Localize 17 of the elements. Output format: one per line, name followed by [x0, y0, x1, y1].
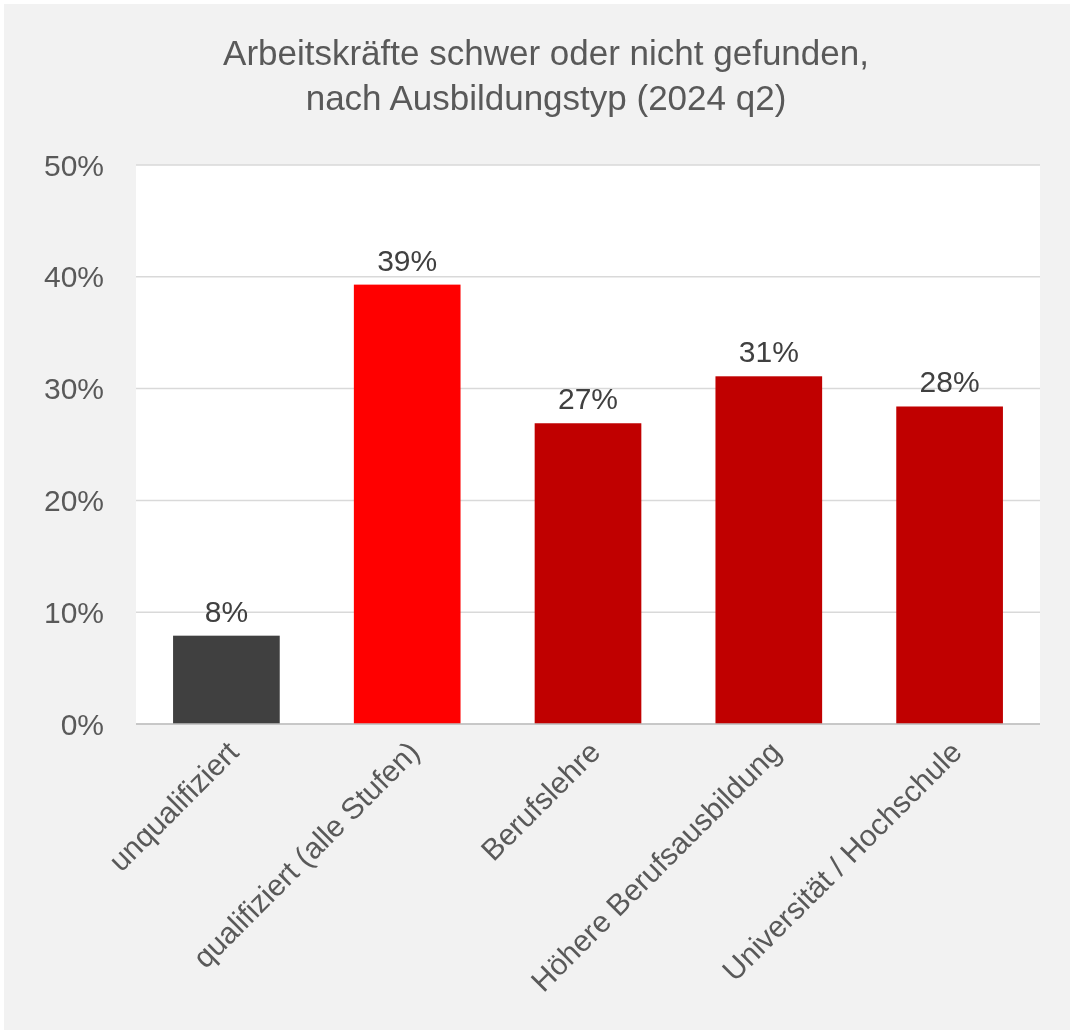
bar [715, 376, 823, 724]
data-label: 8% [204, 594, 249, 628]
y-tick-label: 20% [43, 483, 104, 517]
y-tick-label: 50% [43, 148, 104, 182]
bar [353, 284, 461, 724]
chart-title: Arbeitskräfte schwer oder nicht gefunden, nach Ausbildungstyp (2024 q2) [223, 33, 869, 117]
y-tick-label: 40% [43, 260, 104, 294]
data-label: 31% [738, 335, 799, 369]
y-tick-label: 10% [43, 595, 104, 629]
data-label: 28% [919, 365, 980, 399]
bar [173, 635, 280, 724]
data-label: 27% [557, 382, 619, 416]
bar [534, 423, 642, 724]
data-label: 39% [377, 243, 438, 277]
y-tick-label: 0% [60, 707, 104, 741]
bar [896, 406, 1003, 724]
y-tick-label: 30% [43, 372, 104, 406]
